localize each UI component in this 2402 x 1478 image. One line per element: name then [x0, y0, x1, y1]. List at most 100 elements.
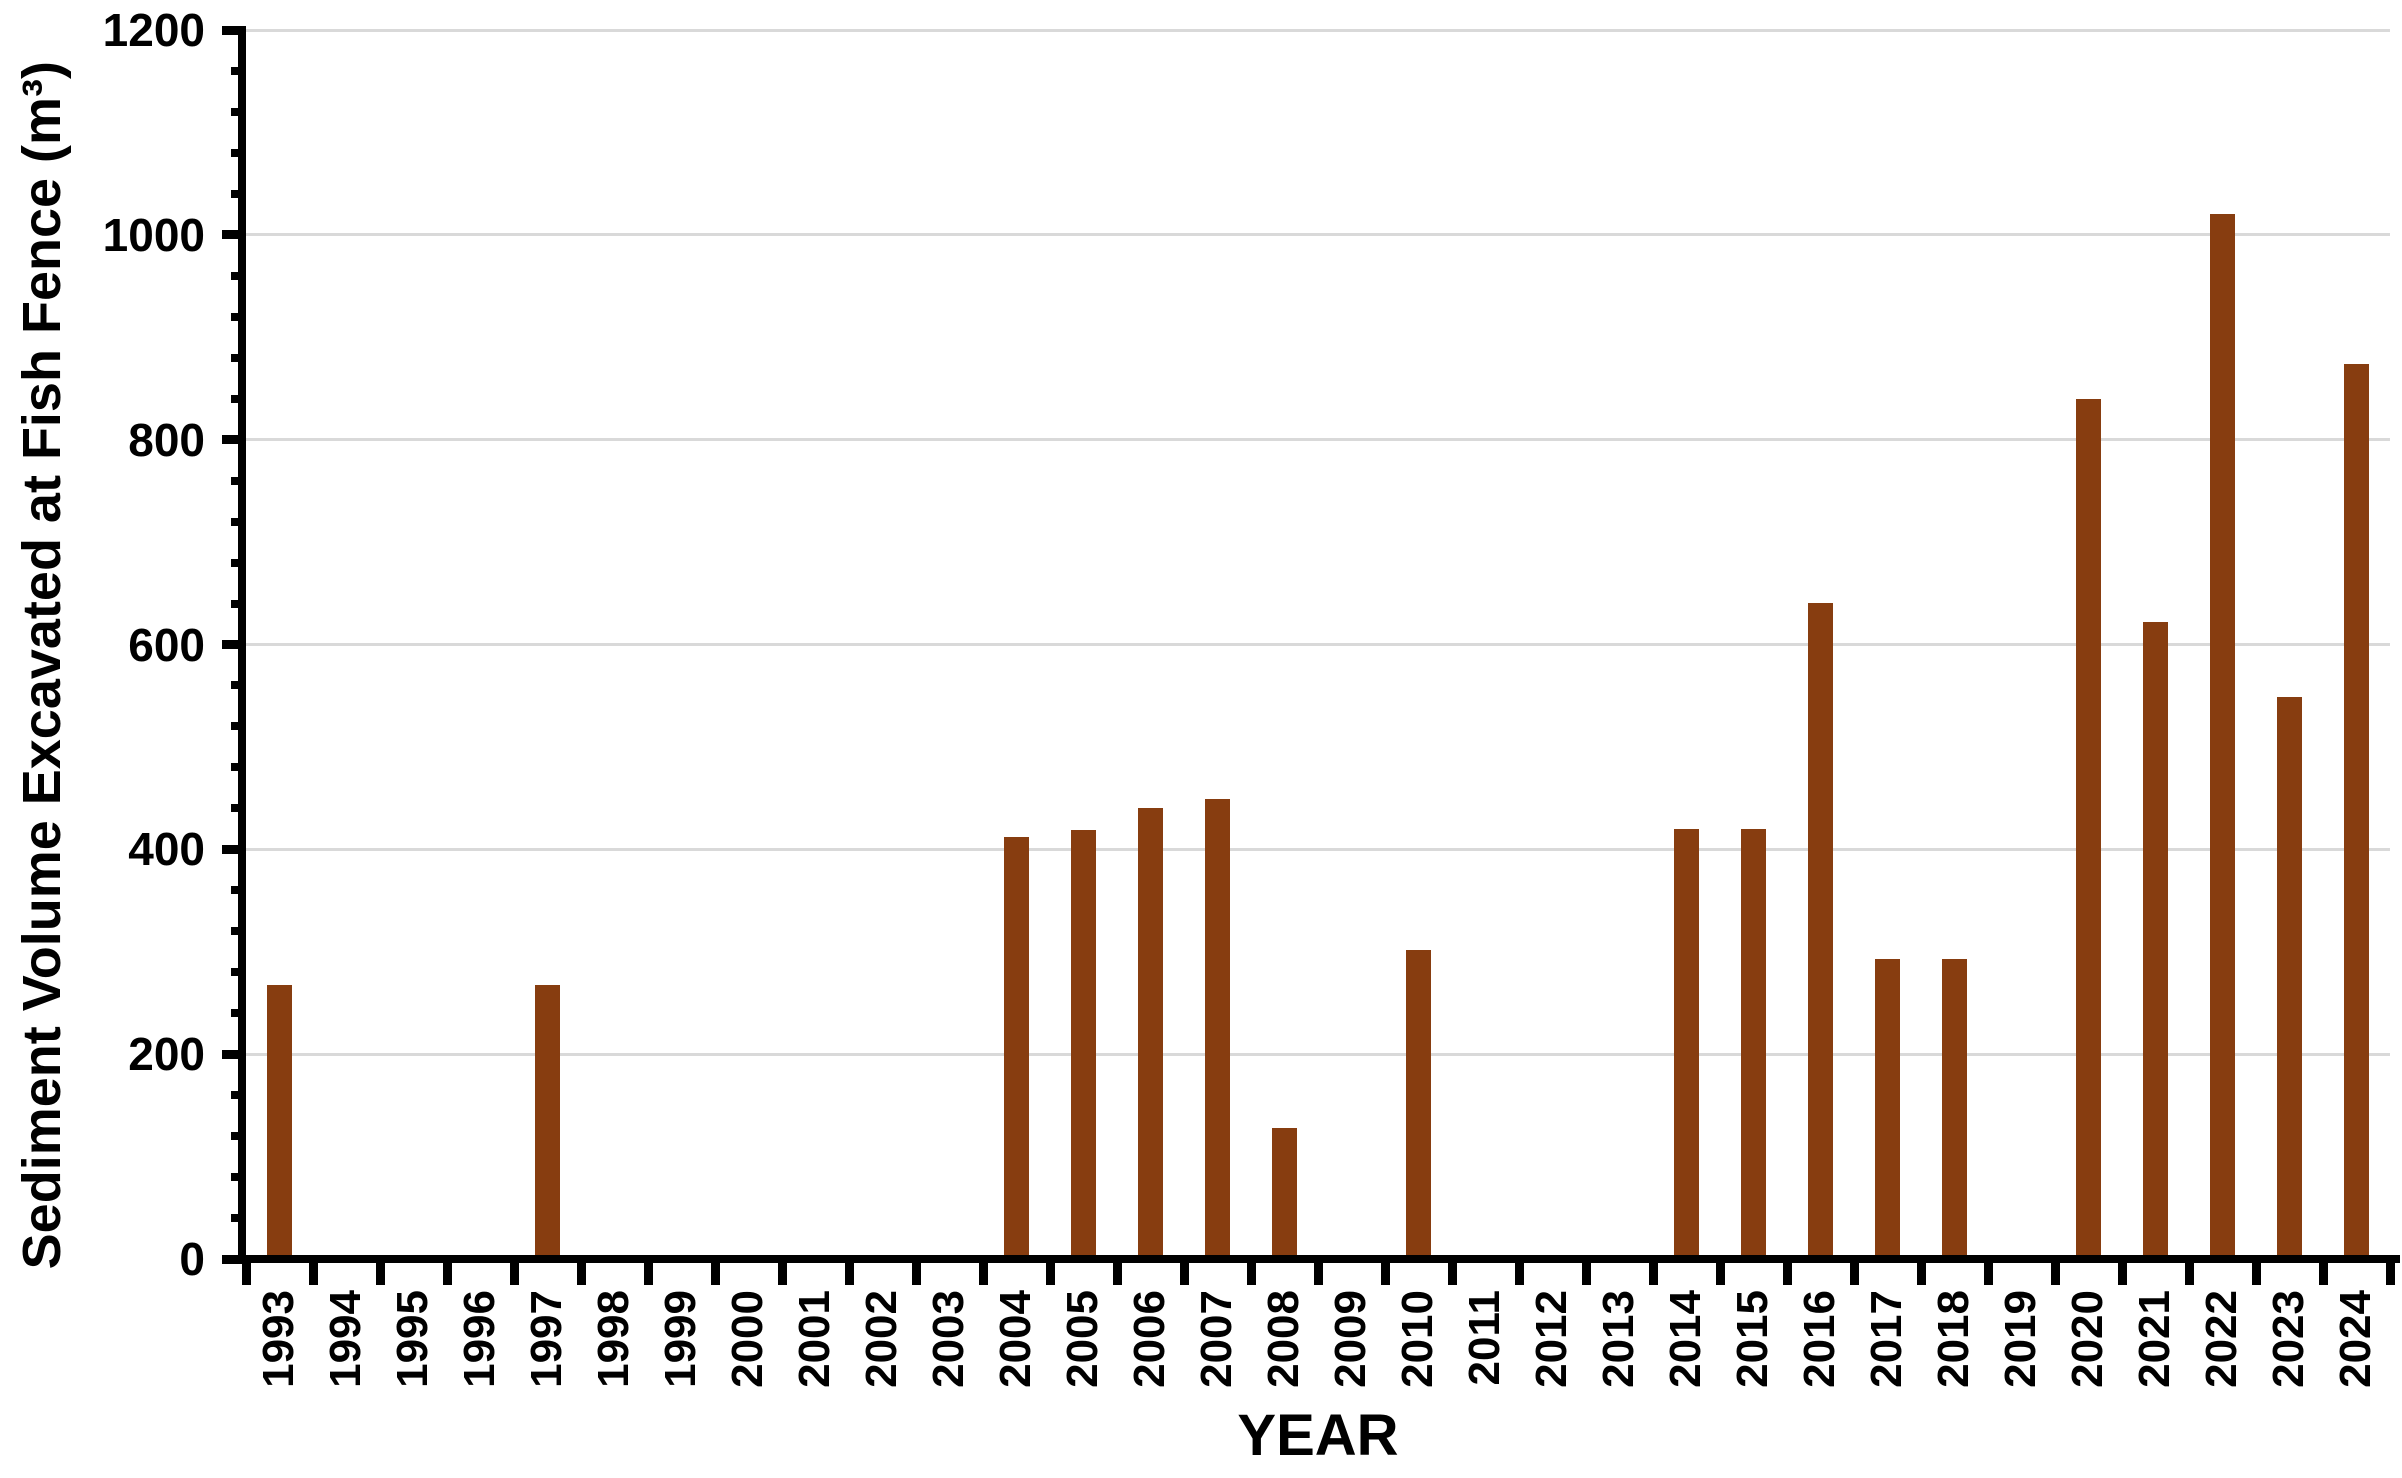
year-label-text-1994: 1994	[321, 1290, 371, 1388]
year-label-2023: 2023	[2264, 1290, 2316, 1388]
bar-2024	[2344, 364, 2369, 1259]
year-label-2017: 2017	[1862, 1290, 1914, 1388]
bar-2006	[1138, 808, 1163, 1259]
year-label-text-2007: 2007	[1192, 1290, 1242, 1388]
bar-2017	[1875, 959, 1900, 1259]
y-tick-label-1200: 1200	[102, 4, 205, 56]
x-tick-12	[1045, 1263, 1055, 1285]
year-label-text-1993: 1993	[254, 1290, 304, 1388]
year-label-2014: 2014	[1661, 1290, 1713, 1388]
year-label-text-2003: 2003	[924, 1290, 974, 1388]
year-label-2006: 2006	[1125, 1290, 1177, 1388]
x-tick-19	[1514, 1263, 1524, 1285]
x-tick-4	[509, 1263, 519, 1285]
x-tick-13	[1112, 1263, 1122, 1285]
bar-2020	[2076, 399, 2101, 1259]
year-label-2012: 2012	[1527, 1290, 1579, 1388]
y-tick-label-0: 0	[179, 1233, 205, 1285]
year-label-2020: 2020	[2063, 1290, 2115, 1388]
y-major-tick-0	[222, 1254, 246, 1264]
year-label-text-2002: 2002	[857, 1290, 907, 1388]
year-label-2009: 2009	[1326, 1290, 1378, 1388]
year-label-text-2014: 2014	[1661, 1290, 1711, 1388]
year-label-text-2009: 2009	[1326, 1290, 1376, 1388]
x-tick-0	[241, 1263, 251, 1285]
y-tick-label-400: 400	[128, 823, 205, 876]
bar-2023	[2277, 697, 2302, 1259]
year-label-text-2011: 2011	[1460, 1290, 1510, 1386]
x-tick-10	[911, 1263, 921, 1285]
y-major-tick-1000	[222, 230, 246, 240]
x-tick-15	[1246, 1263, 1256, 1285]
year-label-text-2004: 2004	[991, 1290, 1041, 1388]
y-major-tick-1200	[222, 25, 246, 35]
x-tick-14	[1179, 1263, 1189, 1285]
year-label-2024: 2024	[2331, 1290, 2383, 1388]
year-label-text-2001: 2001	[790, 1290, 840, 1388]
y-tick-label-1000: 1000	[102, 208, 205, 261]
year-label-text-2005: 2005	[1058, 1290, 1108, 1388]
gridline-1200	[246, 28, 2390, 32]
x-axis-line	[238, 1255, 2400, 1263]
year-label-2001: 2001	[790, 1290, 842, 1388]
bar-1997	[535, 985, 560, 1259]
year-label-2000: 2000	[723, 1290, 775, 1388]
year-label-2022: 2022	[2197, 1290, 2249, 1388]
year-label-text-2022: 2022	[2197, 1290, 2247, 1388]
x-tick-17	[1380, 1263, 1390, 1285]
y-axis-line	[238, 28, 246, 1263]
year-label-1996: 1996	[455, 1290, 507, 1388]
y-major-tick-400	[222, 844, 246, 854]
x-tick-21	[1648, 1263, 1658, 1285]
year-label-text-2016: 2016	[1795, 1290, 1845, 1388]
year-label-text-2018: 2018	[1929, 1290, 1979, 1388]
x-tick-3	[442, 1263, 452, 1285]
year-label-text-2012: 2012	[1527, 1290, 1577, 1388]
year-label-2021: 2021	[2130, 1290, 2182, 1388]
year-label-text-2020: 2020	[2063, 1290, 2113, 1388]
gridline-800	[246, 438, 2390, 442]
year-label-1994: 1994	[321, 1290, 373, 1388]
bar-2016	[1808, 603, 1833, 1259]
bar-1993	[267, 985, 292, 1259]
y-major-tick-600	[222, 640, 246, 649]
year-label-2011: 2011	[1460, 1290, 1512, 1385]
x-tick-1	[308, 1263, 318, 1285]
x-tick-7	[710, 1263, 720, 1285]
x-tick-9	[844, 1263, 854, 1285]
x-tick-11	[978, 1263, 988, 1285]
year-label-2010: 2010	[1393, 1290, 1445, 1388]
x-tick-2	[375, 1263, 385, 1285]
bar-2018	[1942, 959, 1967, 1259]
year-label-2008: 2008	[1259, 1290, 1311, 1388]
year-label-text-2008: 2008	[1259, 1290, 1309, 1388]
year-label-text-2006: 2006	[1125, 1290, 1175, 1388]
x-tick-28	[2117, 1263, 2127, 1285]
year-label-2002: 2002	[857, 1290, 909, 1388]
bar-2005	[1071, 830, 1096, 1259]
y-major-tick-800	[222, 435, 246, 445]
year-label-text-1998: 1998	[589, 1290, 639, 1388]
gridline-400	[246, 847, 2390, 851]
year-label-1993: 1993	[254, 1290, 306, 1388]
year-label-text-2017: 2017	[1862, 1290, 1912, 1388]
year-label-1995: 1995	[388, 1290, 440, 1388]
x-tick-31	[2318, 1263, 2328, 1285]
year-label-2016: 2016	[1795, 1290, 1847, 1388]
bar-2004	[1004, 837, 1029, 1259]
x-tick-18	[1447, 1263, 1457, 1285]
y-major-tick-200	[222, 1049, 246, 1059]
bar-2008	[1272, 1128, 1297, 1259]
x-tick-26	[1983, 1263, 1993, 1285]
x-tick-16	[1313, 1263, 1323, 1285]
y-tick-label-800: 800	[128, 413, 205, 466]
year-label-text-2021: 2021	[2130, 1290, 2180, 1388]
bar-2010	[1406, 950, 1431, 1259]
year-label-2019: 2019	[1996, 1290, 2048, 1388]
year-label-text-2015: 2015	[1728, 1290, 1778, 1388]
year-label-text-1997: 1997	[522, 1290, 572, 1388]
year-label-text-1996: 1996	[455, 1290, 505, 1388]
x-tick-24	[1849, 1263, 1859, 1285]
x-tick-30	[2251, 1263, 2261, 1285]
